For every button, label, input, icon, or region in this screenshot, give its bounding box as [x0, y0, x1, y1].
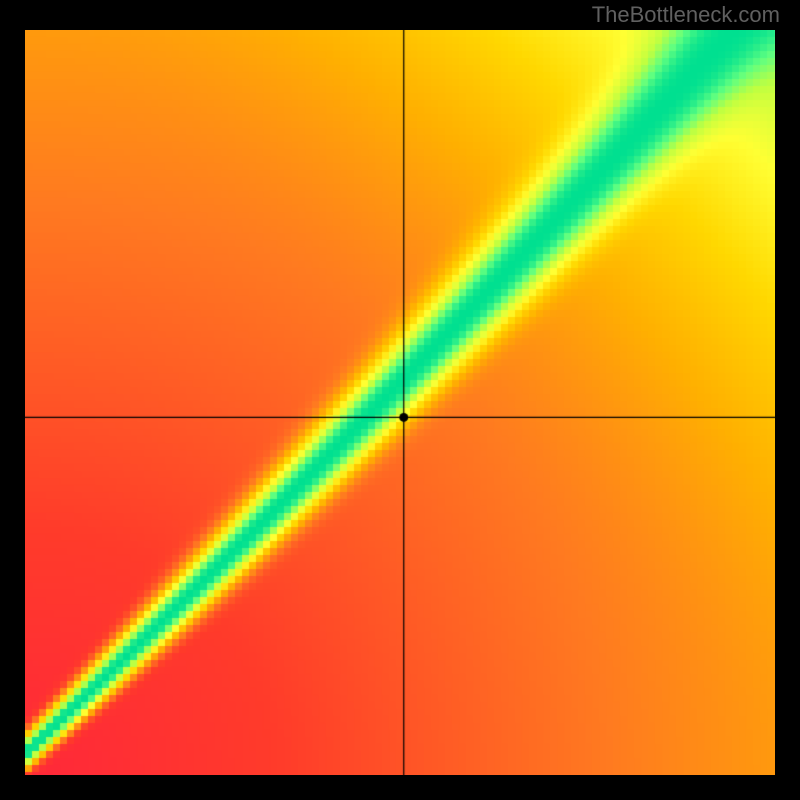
watermark-label: TheBottleneck.com [592, 2, 780, 28]
heatmap-plot [25, 30, 775, 775]
chart-container: TheBottleneck.com [0, 0, 800, 800]
heatmap-canvas [25, 30, 775, 775]
